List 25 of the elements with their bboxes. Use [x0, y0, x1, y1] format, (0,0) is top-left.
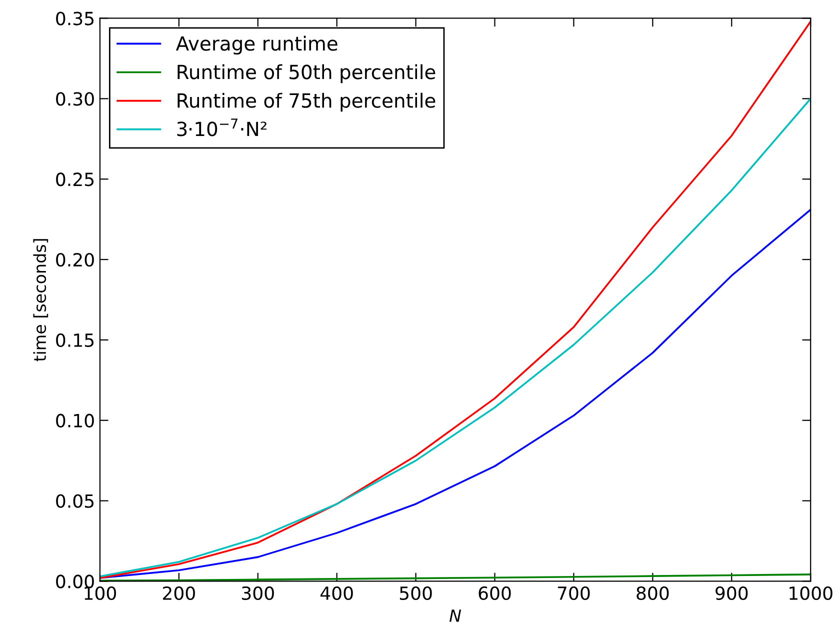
legend-label: Runtime of 75th percentile — [178, 92, 436, 112]
x-tick-label: 400 — [320, 586, 353, 600]
x-tick-label: 800 — [636, 586, 669, 600]
y-tick-label: 0.25 — [56, 172, 94, 186]
y-tick-label: 0.00 — [56, 574, 94, 588]
y-tick-label: 0.35 — [56, 12, 94, 26]
y-tick-label: 0.30 — [56, 92, 94, 106]
x-tick-label: 300 — [242, 586, 274, 600]
x-tick-label: 600 — [478, 586, 511, 600]
y-tick-label: 0.20 — [56, 252, 94, 267]
x-tick-label: 100 — [84, 586, 116, 600]
legend-label: 3·10$^{−7}$·N² — [177, 118, 266, 136]
x-tick-label: 900 — [716, 586, 748, 600]
x-axis-title: N — [449, 610, 462, 622]
line-series — [100, 208, 811, 579]
y-tick-label: 0.15 — [56, 333, 94, 348]
legend-label: Runtime of 50th percentile — [178, 64, 436, 84]
x-tick-label: 500 — [400, 586, 432, 600]
x-tick-label: 700 — [558, 586, 590, 600]
legend-label: Average runtime — [176, 36, 338, 55]
y-axis-title: time [seconds] — [33, 239, 48, 362]
y-tick-label: 0.10 — [56, 414, 94, 428]
x-tick-label: 200 — [163, 586, 195, 600]
x-tick-label: 1000 — [790, 586, 832, 600]
y-tick-label: 0.05 — [56, 494, 94, 508]
